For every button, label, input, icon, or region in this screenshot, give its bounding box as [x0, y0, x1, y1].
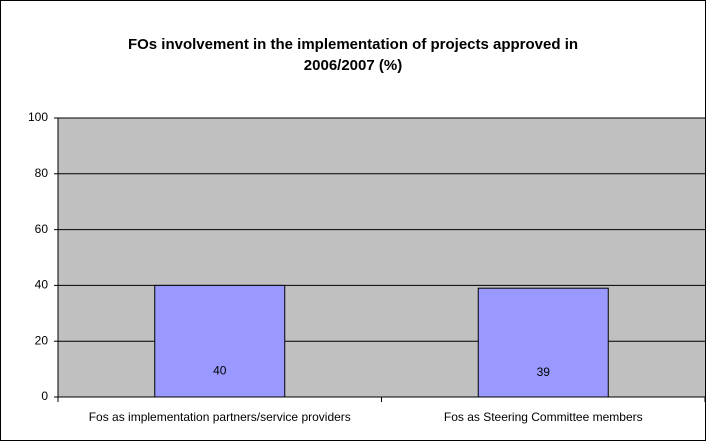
bar: [154, 284, 286, 398]
data-label: 40: [213, 363, 227, 377]
x-tick-label: Fos as implementation partners/service p…: [89, 410, 351, 424]
y-tick-label: 20: [35, 333, 49, 347]
chart-title: FOs involvement in the implementation of…: [127, 36, 579, 74]
bar: [477, 287, 609, 398]
y-tick-label: 80: [35, 166, 49, 180]
x-tick-label: Fos as Steering Committee members: [444, 410, 643, 424]
y-tick-label: 0: [41, 389, 48, 403]
data-label: 39: [537, 365, 551, 379]
y-tick-label: 40: [35, 278, 49, 292]
y-tick-label: 100: [28, 110, 48, 124]
y-tick-label: 60: [35, 222, 49, 236]
